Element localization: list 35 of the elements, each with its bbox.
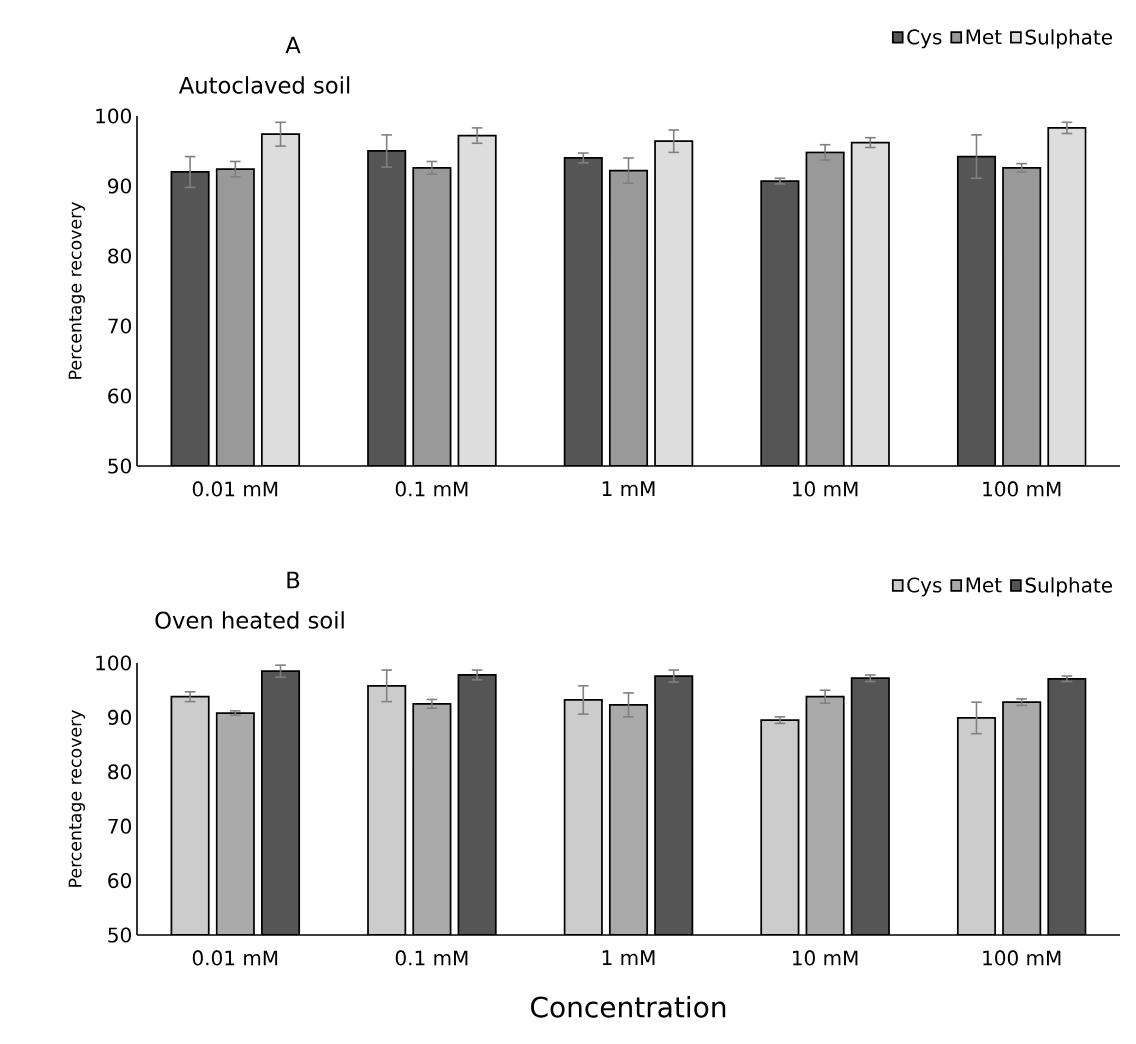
x-axis-title: Concentration [531, 995, 726, 1018]
y-tick-label: 100 [96, 108, 131, 124]
y-axis-title: Percentage recovery [68, 202, 85, 379]
y-tick-label: 70 [108, 318, 131, 334]
y-tick-label: 80 [108, 764, 131, 780]
x-tick-label: 0.1 mM [395, 950, 468, 966]
chart-title: A [285, 36, 301, 54]
y-tick-label: 60 [108, 388, 131, 404]
x-tick-label: 10 mM [793, 950, 858, 966]
legend-label: Cys [907, 29, 942, 49]
x-tick-label: 0.01 mM [192, 481, 278, 497]
x-tick-label: 100 mM [983, 950, 1061, 966]
y-axis-title: Percentage recovery [68, 710, 85, 887]
x-tick-label: 10 mM [793, 481, 858, 497]
y-tick-label: 70 [108, 818, 131, 834]
legend-label: Met [966, 577, 1002, 593]
legend-label: Cys [907, 577, 942, 597]
legend-label: Sulphate [1025, 577, 1113, 597]
legend-label: Met [966, 29, 1002, 45]
y-tick-label: 90 [108, 709, 131, 725]
y-tick-label: 60 [108, 873, 131, 889]
y-tick-label: 50 [108, 458, 131, 474]
legend-label: Sulphate [1025, 29, 1113, 49]
y-tick-label: 80 [108, 248, 131, 264]
chart-subtitle: Oven heated soil [155, 611, 344, 629]
x-tick-label: 1 mM [602, 950, 655, 965]
x-tick-label: 100 mM [983, 481, 1061, 497]
y-tick-label: 90 [108, 178, 131, 194]
x-tick-label: 0.1 mM [395, 481, 468, 497]
y-tick-label: 100 [96, 655, 131, 671]
x-tick-label: 0.01 mM [192, 950, 278, 966]
chart-subtitle: Autoclaved soil [178, 76, 350, 94]
chart-title: B [287, 571, 300, 589]
x-tick-label: 1 mM [602, 481, 655, 496]
y-tick-label: 50 [108, 927, 131, 943]
